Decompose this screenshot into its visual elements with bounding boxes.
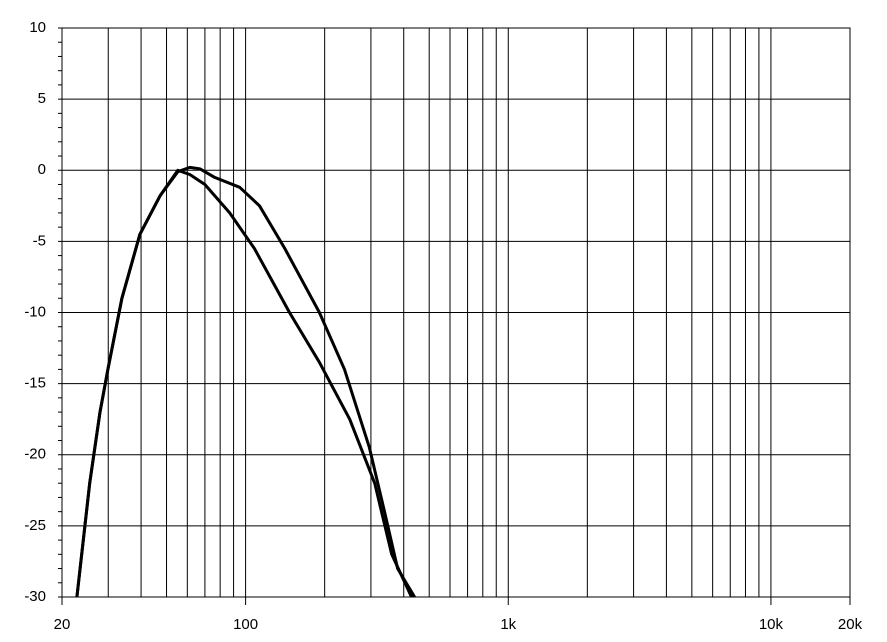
y-tick-label: -25 xyxy=(24,517,46,534)
x-tick-label: 100 xyxy=(233,616,258,633)
y-tick-label: 0 xyxy=(38,161,46,178)
y-tick-label: 10 xyxy=(29,19,46,36)
x-tick-label: 10k xyxy=(759,616,784,633)
y-tick-label: -5 xyxy=(33,232,46,249)
y-tick-label: -10 xyxy=(24,303,46,320)
y-tick-label: -20 xyxy=(24,446,46,463)
y-tick-label: 5 xyxy=(38,90,46,107)
x-tick-label: 1k xyxy=(500,616,516,633)
y-tick-label: -15 xyxy=(24,375,46,392)
line-series xyxy=(75,168,413,598)
x-tick-label: 20k xyxy=(838,616,863,633)
x-tick-label: 20 xyxy=(54,616,71,633)
y-tick-label: -30 xyxy=(24,588,46,605)
